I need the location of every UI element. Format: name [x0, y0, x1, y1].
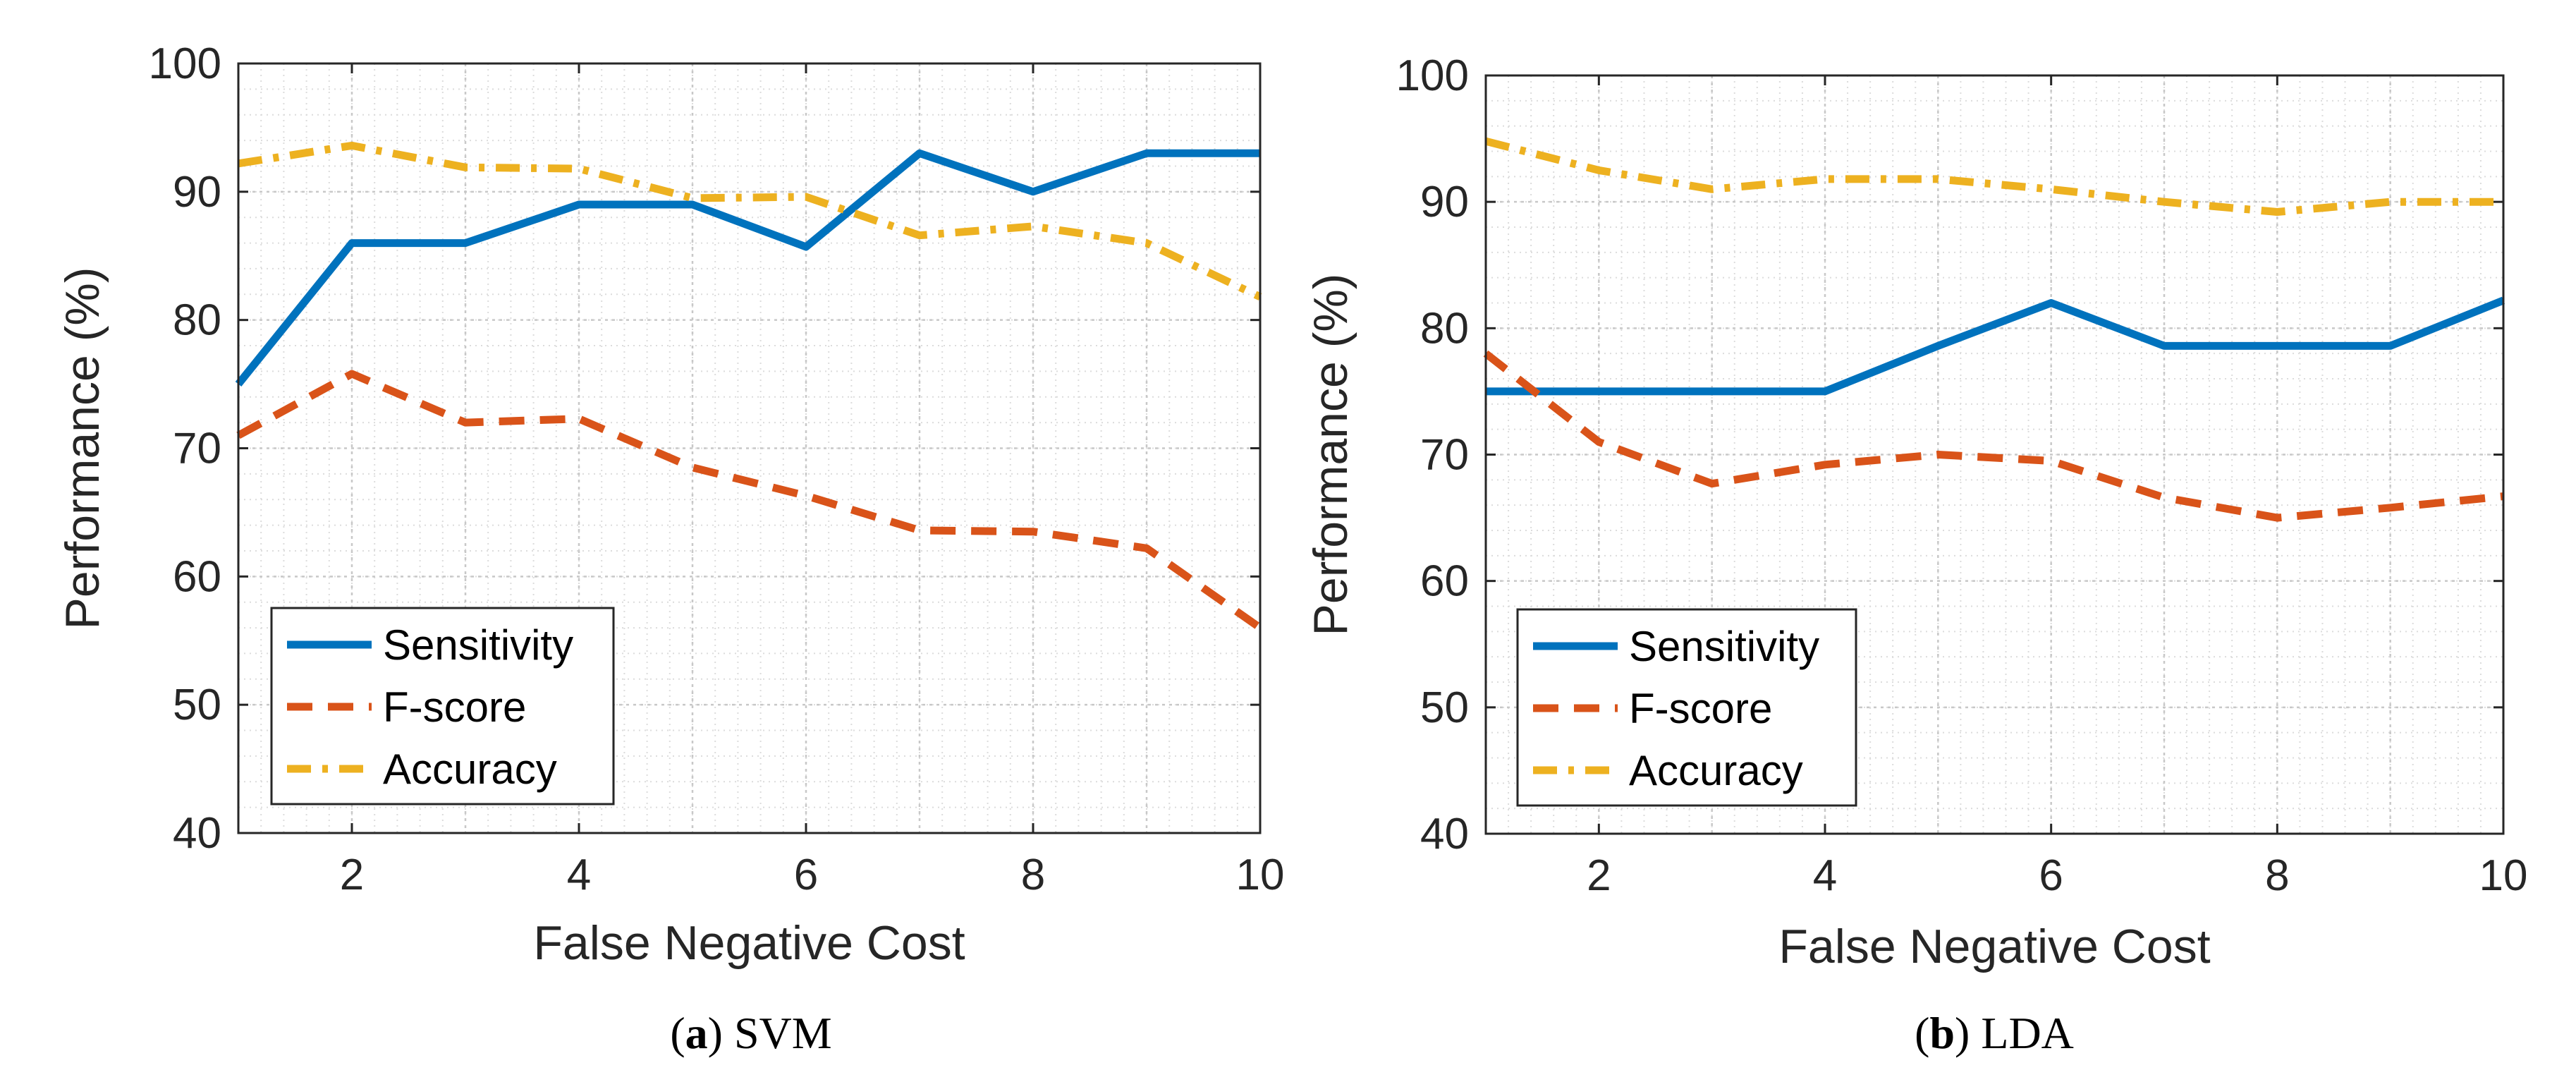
y-tick-label: 70 [173, 425, 221, 473]
x-tick-label: 10 [1236, 851, 1285, 899]
series-line-f-score [1483, 350, 2504, 522]
x-tick-label: 10 [2479, 851, 2528, 900]
x-tick-label: 6 [794, 851, 818, 899]
y-tick-label: 70 [1420, 431, 1469, 480]
y-tick-label: 60 [1420, 557, 1469, 606]
x-tick-label: 4 [1813, 851, 1837, 900]
caption-letter: b [1929, 1008, 1955, 1058]
y-tick-label: 90 [1420, 178, 1469, 226]
caption-open-paren: ( [670, 1008, 685, 1058]
x-tick-label: 2 [340, 851, 364, 899]
x-axis-label: False Negative Cost [533, 916, 965, 970]
series-line-f-score [236, 370, 1263, 631]
y-tick-label: 40 [1420, 810, 1469, 858]
y-tick-label: 50 [1420, 683, 1469, 732]
y-axis-label: Performance (%) [56, 267, 109, 630]
y-axis-label: Performance (%) [1304, 274, 1357, 636]
caption-close-paren: ) [708, 1008, 734, 1058]
x-tick-label: 8 [1021, 851, 1045, 899]
legend-label: Sensitivity [383, 621, 573, 669]
x-tick-label: 8 [2265, 851, 2289, 900]
panel-a-svm: 2 4 6 8 10 40 50 60 70 80 90 100 False Negative Cost… [56, 39, 1284, 1058]
legend-label: Accuracy [383, 746, 557, 793]
caption-close-paren: ) [1955, 1008, 1981, 1058]
caption-method: SVM [734, 1008, 832, 1058]
panel-caption: (a) SVM [670, 1008, 831, 1058]
caption-letter: a [685, 1008, 708, 1058]
legend-label: F-score [383, 683, 526, 731]
y-tick-label: 100 [1396, 51, 1469, 100]
legend-label: F-score [1629, 685, 1772, 732]
caption-open-paren: ( [1915, 1008, 1929, 1058]
series-line-sensitivity [235, 149, 1260, 387]
legend-label: Sensitivity [1629, 623, 1819, 670]
x-tick-label: 4 [567, 851, 591, 899]
series-line-accuracy [238, 141, 1262, 300]
x-axis-label: False Negative Cost [1778, 920, 2210, 973]
y-tick-label: 80 [173, 296, 221, 345]
x-tick-label: 6 [2039, 851, 2063, 900]
panel-caption: (b) LDA [1915, 1008, 2074, 1058]
legend-label: Accuracy [1629, 747, 1803, 794]
series-line-accuracy [1484, 137, 2503, 216]
legend: Sensitivity F-score Accuracy [1516, 608, 1857, 807]
series-line-sensitivity [1486, 296, 2505, 396]
y-tick-label: 90 [173, 168, 221, 217]
y-tick-label: 40 [173, 809, 221, 858]
x-tick-label: 2 [1587, 851, 1611, 900]
y-tick-label: 50 [173, 681, 221, 729]
y-tick-label: 100 [149, 39, 221, 88]
legend: Sensitivity F-score Accuracy [270, 607, 615, 806]
y-tick-label: 60 [173, 552, 221, 601]
caption-method: LDA [1981, 1008, 2074, 1058]
y-tick-label: 80 [1420, 304, 1469, 353]
panel-b-lda: 2 4 6 8 10 40 50 60 70 80 90 100 False Negative Cost… [1304, 51, 2527, 1058]
